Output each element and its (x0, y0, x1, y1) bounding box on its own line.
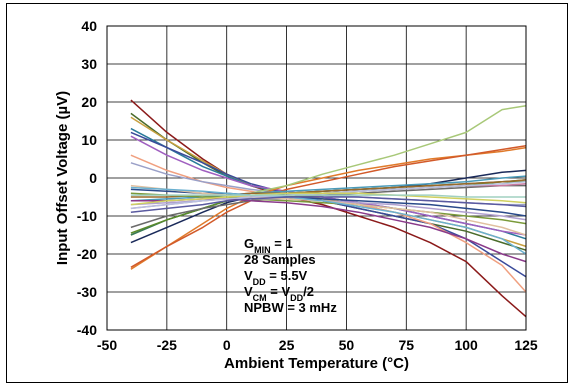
annotation-line-3: VDD = 5.5V (244, 268, 308, 287)
annotation-line-5: NPBW = 3 mHz (244, 300, 337, 315)
annotation-line-4: VCM = VDD/2 (244, 284, 314, 303)
x-tick-label: 25 (279, 337, 295, 353)
y-tick-label: -40 (77, 322, 97, 338)
series-line-28 (130, 194, 526, 198)
x-tick-label: -25 (157, 337, 177, 353)
series-line-27 (130, 196, 527, 213)
x-tick-label: 0 (223, 337, 231, 353)
x-tick-label: 100 (454, 337, 478, 353)
y-tick-label: -20 (77, 246, 97, 262)
series-line-23 (130, 186, 527, 255)
x-tick-label: 75 (398, 337, 414, 353)
y-axis-label: Input Offset Voltage (µV) (54, 91, 71, 265)
series-line-26 (130, 192, 527, 206)
y-tick-label: 20 (81, 94, 97, 110)
x-tick-label: -50 (97, 337, 117, 353)
plot-border (106, 25, 527, 331)
annotation-line-2: 28 Samples (244, 252, 316, 267)
x-tick-labels: -50 -25 0 25 50 75 100 125 (97, 337, 538, 353)
x-tick-label: 125 (514, 337, 538, 353)
y-tick-label: 40 (81, 18, 97, 34)
chart-frame: -50 -25 0 25 50 75 100 125 40 30 20 10 0 -10 -20 -30 -4… (6, 3, 568, 383)
annotation-line-1: GMIN = 1 (244, 236, 293, 255)
y-tick-labels: 40 30 20 10 0 -10 -20 -30 -40 (77, 18, 97, 338)
y-tick-label: -30 (77, 284, 97, 300)
y-tick-label: 30 (81, 56, 97, 72)
y-tick-label: 10 (81, 132, 97, 148)
series-line-10 (130, 144, 527, 268)
y-tick-label: -10 (77, 208, 97, 224)
series-line-1 (130, 99, 527, 318)
series-lines (130, 99, 527, 318)
x-axis-label: Ambient Temperature (°C) (224, 355, 409, 372)
line-chart: -50 -25 0 25 50 75 100 125 403020100-10-20-30-4… (54, 18, 538, 372)
y-tick-label: 0 (89, 170, 97, 186)
x-tick-label: 50 (339, 337, 355, 353)
series-line-20 (130, 192, 527, 225)
